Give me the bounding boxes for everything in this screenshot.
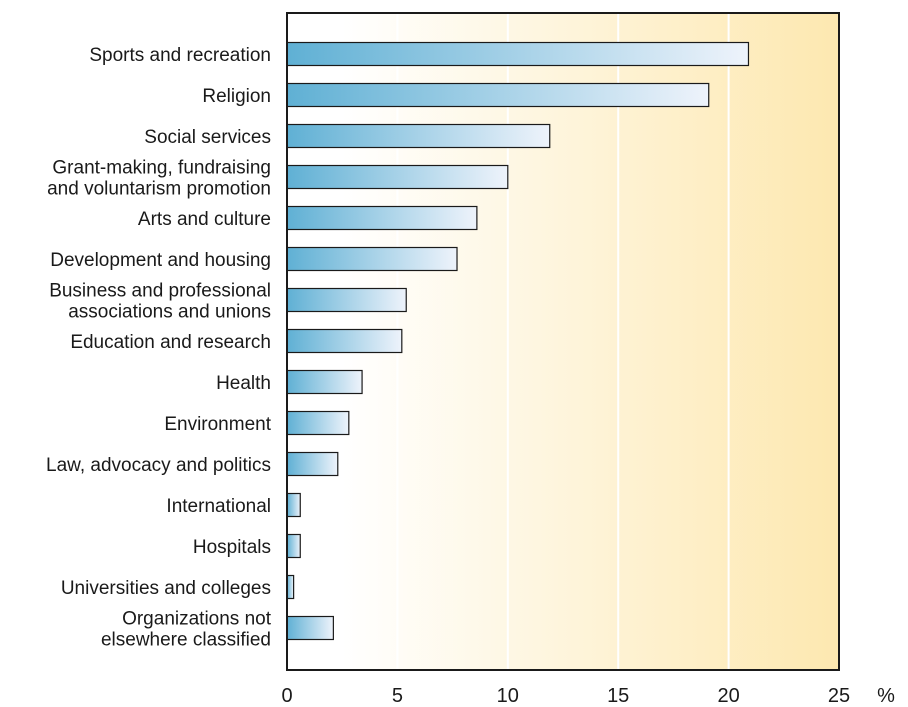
x-tick-label: 15	[607, 685, 629, 707]
bar	[286, 369, 363, 395]
category-label: Grant-making, fundraising	[52, 158, 271, 179]
bar	[286, 533, 301, 559]
bar	[286, 615, 334, 641]
x-tick-labels: 0 5 10 15 20 25	[281, 685, 850, 707]
plot-frame	[286, 12, 840, 671]
bar	[286, 123, 551, 149]
bars	[286, 41, 750, 641]
category-label: Health	[216, 373, 271, 394]
category-label: Religion	[202, 86, 271, 107]
category-label: Arts and culture	[138, 209, 271, 230]
gridlines	[396, 13, 730, 670]
x-tick-label: 0	[281, 685, 292, 707]
bar	[286, 328, 403, 354]
category-label: Education and research	[70, 332, 271, 353]
category-label: Social services	[144, 127, 271, 148]
bar	[286, 287, 407, 313]
bar	[286, 492, 301, 518]
bar	[286, 82, 710, 108]
bar	[286, 410, 350, 436]
bar	[286, 41, 750, 67]
category-label: Hospitals	[193, 537, 271, 558]
category-labels: Sports and recreation Religion Social serv…	[46, 45, 272, 651]
category-label: Development and housing	[50, 250, 271, 271]
x-tick-label: 20	[717, 685, 739, 707]
x-tick-label: 5	[392, 685, 403, 707]
category-label: associations and unions	[68, 302, 271, 323]
bar	[286, 246, 458, 272]
bar	[286, 205, 478, 231]
category-label: Environment	[164, 414, 271, 435]
category-label: International	[166, 496, 271, 517]
bar	[286, 451, 339, 477]
x-tick-label: 10	[497, 685, 519, 707]
category-label: Law, advocacy and politics	[46, 455, 271, 476]
category-label: elsewhere classified	[101, 630, 271, 651]
x-unit-label: %	[877, 685, 895, 707]
category-label: and voluntarism promotion	[47, 179, 271, 200]
category-label: Business and professional	[49, 281, 271, 302]
x-tick-label: 25	[828, 685, 850, 707]
category-label: Organizations not	[122, 609, 272, 630]
category-label: Sports and recreation	[89, 45, 271, 66]
category-label: Universities and colleges	[61, 578, 271, 599]
bar	[286, 164, 509, 190]
